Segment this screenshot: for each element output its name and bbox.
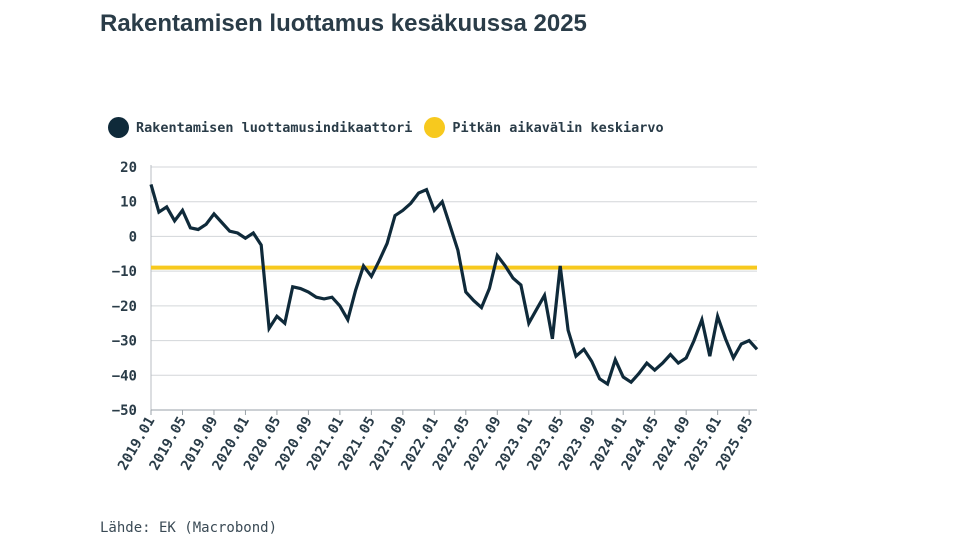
y-tick-label: −50 <box>112 403 137 419</box>
legend-label-average: Pitkän aikavälin keskiarvo <box>452 119 664 136</box>
legend-swatch-indicator <box>108 117 129 138</box>
y-tick-label: −20 <box>112 299 137 315</box>
y-tick-label: −40 <box>112 368 137 384</box>
legend-swatch-average <box>424 117 446 138</box>
chart-title: Rakentamisen luottamus kesäkuussa 2025 <box>100 10 587 37</box>
legend: Rakentamisen luottamusindikaattori Pitkä… <box>108 117 676 138</box>
y-tick-label: 10 <box>120 195 137 211</box>
series-line-indicator <box>149 183 759 387</box>
y-tick-label: 0 <box>129 229 137 245</box>
y-tick-label: 20 <box>120 160 137 176</box>
source-note: Lähde: EK (Macrobond) <box>100 520 278 536</box>
legend-item-average: Pitkän aikavälin keskiarvo <box>424 117 664 138</box>
y-tick-label: −10 <box>112 264 137 280</box>
y-tick-label: −30 <box>112 334 137 350</box>
legend-label-indicator: Rakentamisen luottamusindikaattori <box>136 119 413 136</box>
legend-item-indicator: Rakentamisen luottamusindikaattori <box>108 117 412 138</box>
